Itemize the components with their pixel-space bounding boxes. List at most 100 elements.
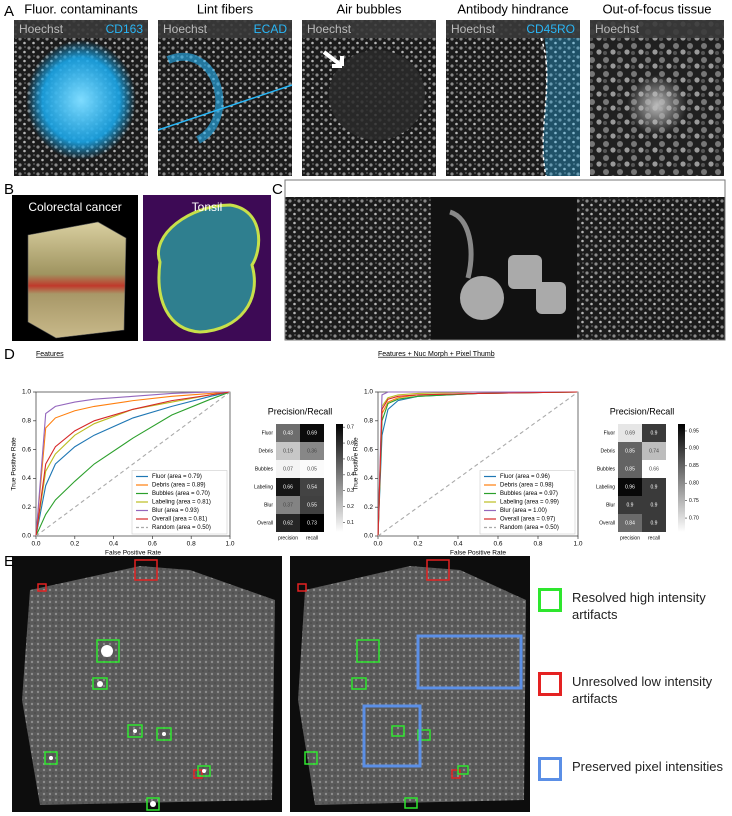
legend-label: Random (area = 0.50) [152,525,211,531]
cell-label: 0.43 [283,430,293,436]
cell-label: 0.74 [649,448,659,454]
tile-title: Out-of-focus tissue [602,1,711,16]
x-tick-label: 0.4 [453,541,462,548]
image-label: Tonsil [192,200,223,214]
colorbar-label: 0.2 [347,504,354,510]
panel-label: A [4,3,14,20]
cell-label: 0.9 [651,520,658,526]
heat-cell [642,442,666,460]
x-tick-label: 1.0 [225,541,234,548]
heat-cell [642,496,666,514]
legend-label: Debris (area = 0.98) [500,483,554,489]
row-label: Fluor [604,430,616,436]
panel-label: B [4,181,14,198]
cell-label: 0.69 [625,430,635,436]
row-label: Labeling [596,484,615,490]
heat-cell [618,514,642,532]
roc-curve [35,391,231,537]
panel-label: C [272,181,283,198]
heat-cell [276,478,300,496]
legend-label: Blur (area = 0.93) [152,508,199,514]
colorbar [336,424,343,532]
colorbar-label: 0.6 [347,440,354,446]
annotation-boxes [37,559,523,811]
roc-curve [35,391,231,537]
column-label: recall [306,535,318,541]
heat-cell [300,496,324,514]
row-label: Overall [599,520,615,526]
stain-label: Hoechst [451,22,496,36]
tile-title: Air bubbles [336,1,402,16]
row-label: Fluor [262,430,274,436]
cell-label: 0.07 [283,466,293,472]
cell-label: 0.19 [283,448,293,454]
row-label: Bubbles [597,466,616,472]
chart-title: Features + Nuc Morph + Pixel Thumb [378,351,495,358]
y-tick-label: 1.0 [364,389,373,396]
tissue-fold [166,53,224,144]
y-tick-label: 0.4 [364,475,373,482]
heat-cell [300,460,324,478]
cell-label: 0.85 [625,448,635,454]
cell-label: 0.37 [283,502,293,508]
cell-label: 0.36 [307,448,317,454]
panel-label: D [4,346,15,363]
colorbar-label: 0.90 [689,446,699,452]
x-tick-label: 0.2 [413,541,422,548]
tissue [298,566,526,805]
chart-title: Precision/Recall [610,406,675,416]
stain-bar [302,20,436,38]
x-tick-label: 0.0 [31,541,40,548]
row-label: Debris [259,448,274,454]
cell-label: 0.66 [649,466,659,472]
tile-title: Fluor. contaminants [24,1,138,16]
colorbar-label: 0.75 [689,498,699,504]
column-label: precision [620,535,640,541]
heat-cell [276,496,300,514]
x-tick-label: 0.8 [187,541,196,548]
legend-label: Unresolved low intensity artifacts [572,674,713,706]
legend-label: Resolved high intensity artifacts [572,590,706,622]
row-label: Blur [264,502,273,508]
stain-label: CD45RO [526,22,575,36]
y-tick-label: 0.4 [22,475,31,482]
y-tick-label: 0.8 [364,418,373,425]
roc-curve [35,391,231,537]
row-label: Overall [257,520,273,526]
stain-bar [590,20,724,38]
cell-label: 0.9 [651,430,658,436]
heat-cell [276,514,300,532]
roc-curve [35,391,231,537]
legend-label: Debris (area = 0.89) [152,483,206,489]
y-tick-label: 1.0 [22,389,31,396]
mask [508,255,542,289]
legend-label: Fluor (area = 0.96) [500,474,550,480]
roc-curve [35,391,230,537]
tile-title: Lint fibers [197,1,254,16]
lint-fiber [157,84,293,131]
image-clean [577,197,725,340]
legend-swatch [538,757,562,781]
stain-bar [14,20,148,38]
mask [449,209,474,279]
x-tick-label: 0.8 [533,541,542,548]
blur-spot [627,75,687,135]
legend-label: Random (area = 0.50) [500,525,559,531]
plot-frame [35,391,231,537]
heat-cell [642,514,666,532]
y-tick-label: 0.2 [364,504,373,511]
mask [460,276,504,320]
cell-label: 0.05 [307,466,317,472]
y-tick-label: 0.2 [22,504,31,511]
heat-cell [642,460,666,478]
x-tick-label: 0.2 [70,541,79,548]
y-tick-label: 0.0 [364,533,373,540]
legend-swatch [538,672,562,696]
heat-cell [300,442,324,460]
x-tick-label: 0.0 [373,541,382,548]
legend-swatch [538,588,562,612]
y-axis-label: True Positive Rate [353,437,360,491]
column-label: recall [648,535,660,541]
tonsil-tissue [156,203,261,334]
